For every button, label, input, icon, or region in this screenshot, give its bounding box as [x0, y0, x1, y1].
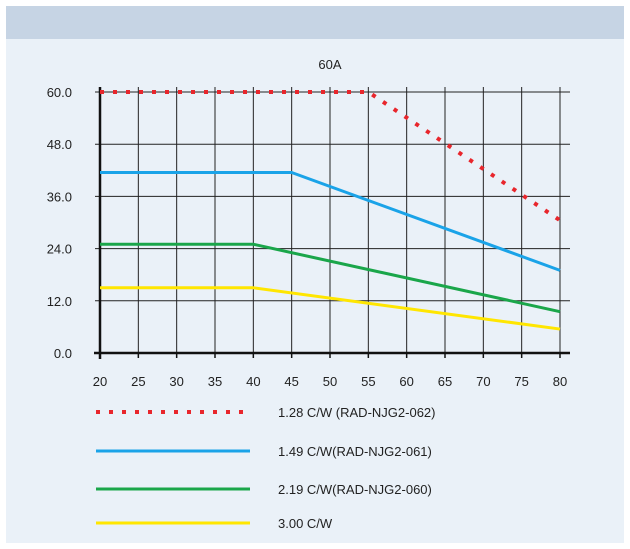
- legend-label-4: 3.00 C/W: [278, 516, 333, 531]
- y-tick-label: 60.0: [47, 85, 72, 100]
- legend: 1.28 C/W (RAD-NJG2-062) 1.49 C/W(RAD-NJG2…: [96, 405, 435, 531]
- y-tick-labels: 0.0 12.0 24.0 36.0 48.0 60.0: [47, 85, 72, 361]
- y-tick-label: 48.0: [47, 137, 72, 152]
- x-tick-label: 70: [476, 374, 490, 389]
- axes: [94, 87, 570, 359]
- x-tick-label: 30: [169, 374, 183, 389]
- x-tick-label: 65: [438, 374, 452, 389]
- x-tick-label: 35: [208, 374, 222, 389]
- legend-label-3: 2.19 C/W(RAD-NJG2-060): [278, 482, 432, 497]
- header-bar: [6, 6, 624, 39]
- x-tick-label: 45: [284, 374, 298, 389]
- x-tick-label: 80: [553, 374, 567, 389]
- y-tick-label: 12.0: [47, 294, 72, 309]
- x-tick-label: 55: [361, 374, 375, 389]
- x-tick-label: 25: [131, 374, 145, 389]
- series-line-4: [100, 286, 561, 331]
- series-lines: [100, 90, 562, 331]
- y-tick-label: 24.0: [47, 242, 72, 257]
- x-tick-label: 20: [93, 374, 107, 389]
- y-tick-label: 36.0: [47, 189, 72, 204]
- x-tick-label: 60: [399, 374, 413, 389]
- legend-label-1: 1.28 C/W (RAD-NJG2-062): [278, 405, 435, 420]
- series-line-3: [100, 242, 561, 314]
- x-tick-label: 75: [514, 374, 528, 389]
- chart-title: 60A: [318, 57, 341, 72]
- x-tick-label: 40: [246, 374, 260, 389]
- x-tick-labels: 20 25 30 35 40 45 50 55 60 65 70 75 80: [93, 374, 567, 389]
- x-tick-label: 50: [323, 374, 337, 389]
- series-line-2: [100, 170, 561, 272]
- grid: [95, 87, 570, 354]
- y-tick-label: 0.0: [54, 346, 72, 361]
- legend-label-2: 1.49 C/W(RAD-NJG2-061): [278, 444, 432, 459]
